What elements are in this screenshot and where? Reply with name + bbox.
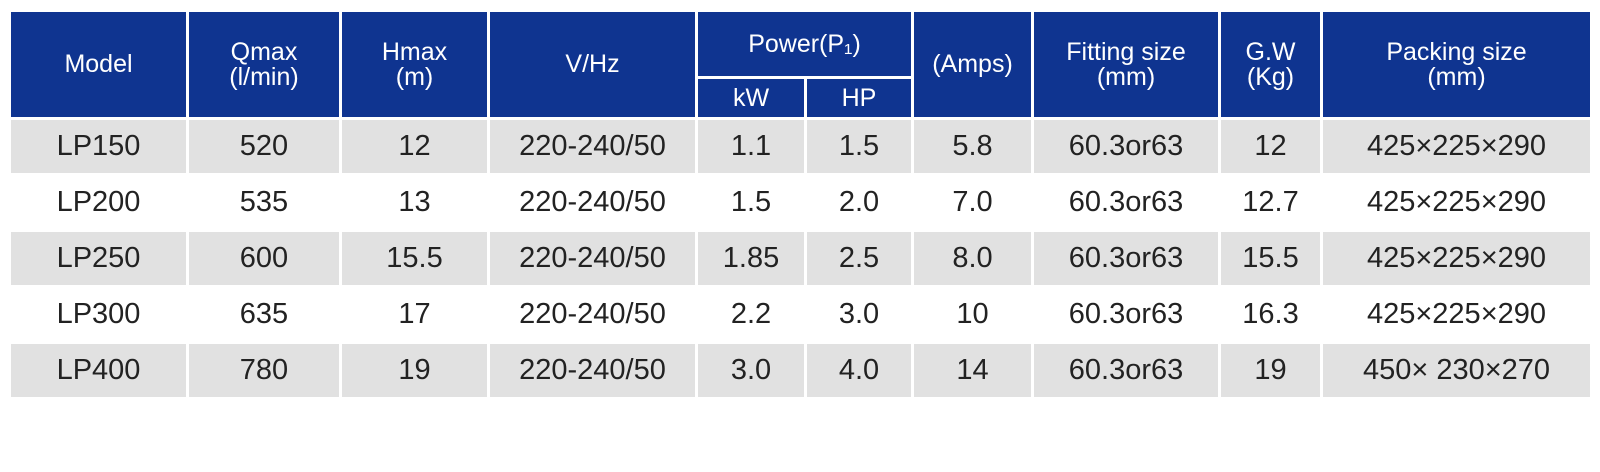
table-cell: 535 (186, 173, 342, 232)
header-cell: Qmax (l/min) (186, 9, 342, 120)
table-cell: 15.5 (1218, 229, 1323, 288)
table-header: Model Qmax (l/min) Hmax (m) V/Hz Power(P₁) (A… (8, 9, 1593, 120)
table-cell: 780 (186, 341, 342, 400)
table-cell: 14 (911, 341, 1034, 400)
header-cell: V/Hz (487, 9, 698, 120)
table-cell: 425×225×290 (1320, 285, 1593, 344)
table-cell: 3.0 (695, 341, 807, 400)
table-cell: 220-240/50 (487, 341, 698, 400)
spec-table-container: Model Qmax (l/min) Hmax (m) V/Hz Power(P₁) (A… (8, 9, 1593, 400)
table-row: LP300 635 17 220-240/50 2.2 3.0 10 60.3or63 16.3… (8, 285, 1593, 344)
header-subcell: HP (804, 76, 914, 120)
header-cell: (Amps) (911, 9, 1034, 120)
table-cell: 220-240/50 (487, 285, 698, 344)
header-cell: Fitting size (mm) (1031, 9, 1221, 120)
table-cell: 12.7 (1218, 173, 1323, 232)
table-cell: 1.1 (695, 117, 807, 176)
table-cell: 16.3 (1218, 285, 1323, 344)
header-subcell: kW (695, 76, 807, 120)
table-cell: 600 (186, 229, 342, 288)
header-cell: Model (8, 9, 189, 120)
table-row: LP400 780 19 220-240/50 3.0 4.0 14 60.3or63 19 45… (8, 341, 1593, 400)
header-subrow: kW HP (10, 76, 1592, 120)
table-cell: 425×225×290 (1320, 173, 1593, 232)
header-cell: Hmax (m) (339, 9, 490, 120)
table-cell: 17 (339, 285, 490, 344)
table-cell: 60.3or63 (1031, 285, 1221, 344)
table-cell: 220-240/50 (487, 173, 698, 232)
table-cell: 1.5 (695, 173, 807, 232)
table-cell: LP400 (8, 341, 189, 400)
table-row: LP150 520 12 220-240/50 1.1 1.5 5.8 60.3or63 12 4… (8, 117, 1593, 176)
table-cell: 10 (911, 285, 1034, 344)
table-cell: 60.3or63 (1031, 117, 1221, 176)
table-row: LP250 600 15.5 220-240/50 1.85 2.5 8.0 60.3or63… (8, 229, 1593, 288)
table-cell: 2.5 (804, 229, 914, 288)
table-cell: 7.0 (911, 173, 1034, 232)
table-cell: 220-240/50 (487, 117, 698, 176)
table-cell: 12 (1218, 117, 1323, 176)
table-cell: 60.3or63 (1031, 229, 1221, 288)
table-cell: 8.0 (911, 229, 1034, 288)
table-cell: 520 (186, 117, 342, 176)
spec-table: Model Qmax (l/min) Hmax (m) V/Hz Power(P₁) (A… (8, 9, 1593, 400)
table-cell: 425×225×290 (1320, 117, 1593, 176)
table-cell: 1.5 (804, 117, 914, 176)
table-cell: LP200 (8, 173, 189, 232)
table-cell: 19 (1218, 341, 1323, 400)
table-cell: 15.5 (339, 229, 490, 288)
table-cell: 60.3or63 (1031, 173, 1221, 232)
table-cell: LP250 (8, 229, 189, 288)
table-cell: 2.0 (804, 173, 914, 232)
table-cell: 60.3or63 (1031, 341, 1221, 400)
table-cell: 5.8 (911, 117, 1034, 176)
header-cell: G.W (Kg) (1218, 9, 1323, 120)
table-cell: 3.0 (804, 285, 914, 344)
header-cell: Power(P₁) (695, 9, 914, 79)
table-cell: 1.85 (695, 229, 807, 288)
header-row: Model Qmax (l/min) Hmax (m) V/Hz Power(P₁) (A… (8, 9, 1593, 120)
table-cell: LP150 (8, 117, 189, 176)
table-cell: 450× 230×270 (1320, 341, 1593, 400)
table-cell: 2.2 (695, 285, 807, 344)
table-cell: LP300 (8, 285, 189, 344)
table-row: LP200 535 13 220-240/50 1.5 2.0 7.0 60.3or63 12.… (8, 173, 1593, 232)
header-cell: Packing size (mm) (1320, 9, 1593, 120)
table-cell: 635 (186, 285, 342, 344)
table-body: LP150 520 12 220-240/50 1.1 1.5 5.8 60.3or63 12 4… (8, 117, 1593, 400)
table-cell: 19 (339, 341, 490, 400)
table-cell: 425×225×290 (1320, 229, 1593, 288)
table-cell: 220-240/50 (487, 229, 698, 288)
table-cell: 12 (339, 117, 490, 176)
table-cell: 4.0 (804, 341, 914, 400)
table-cell: 13 (339, 173, 490, 232)
